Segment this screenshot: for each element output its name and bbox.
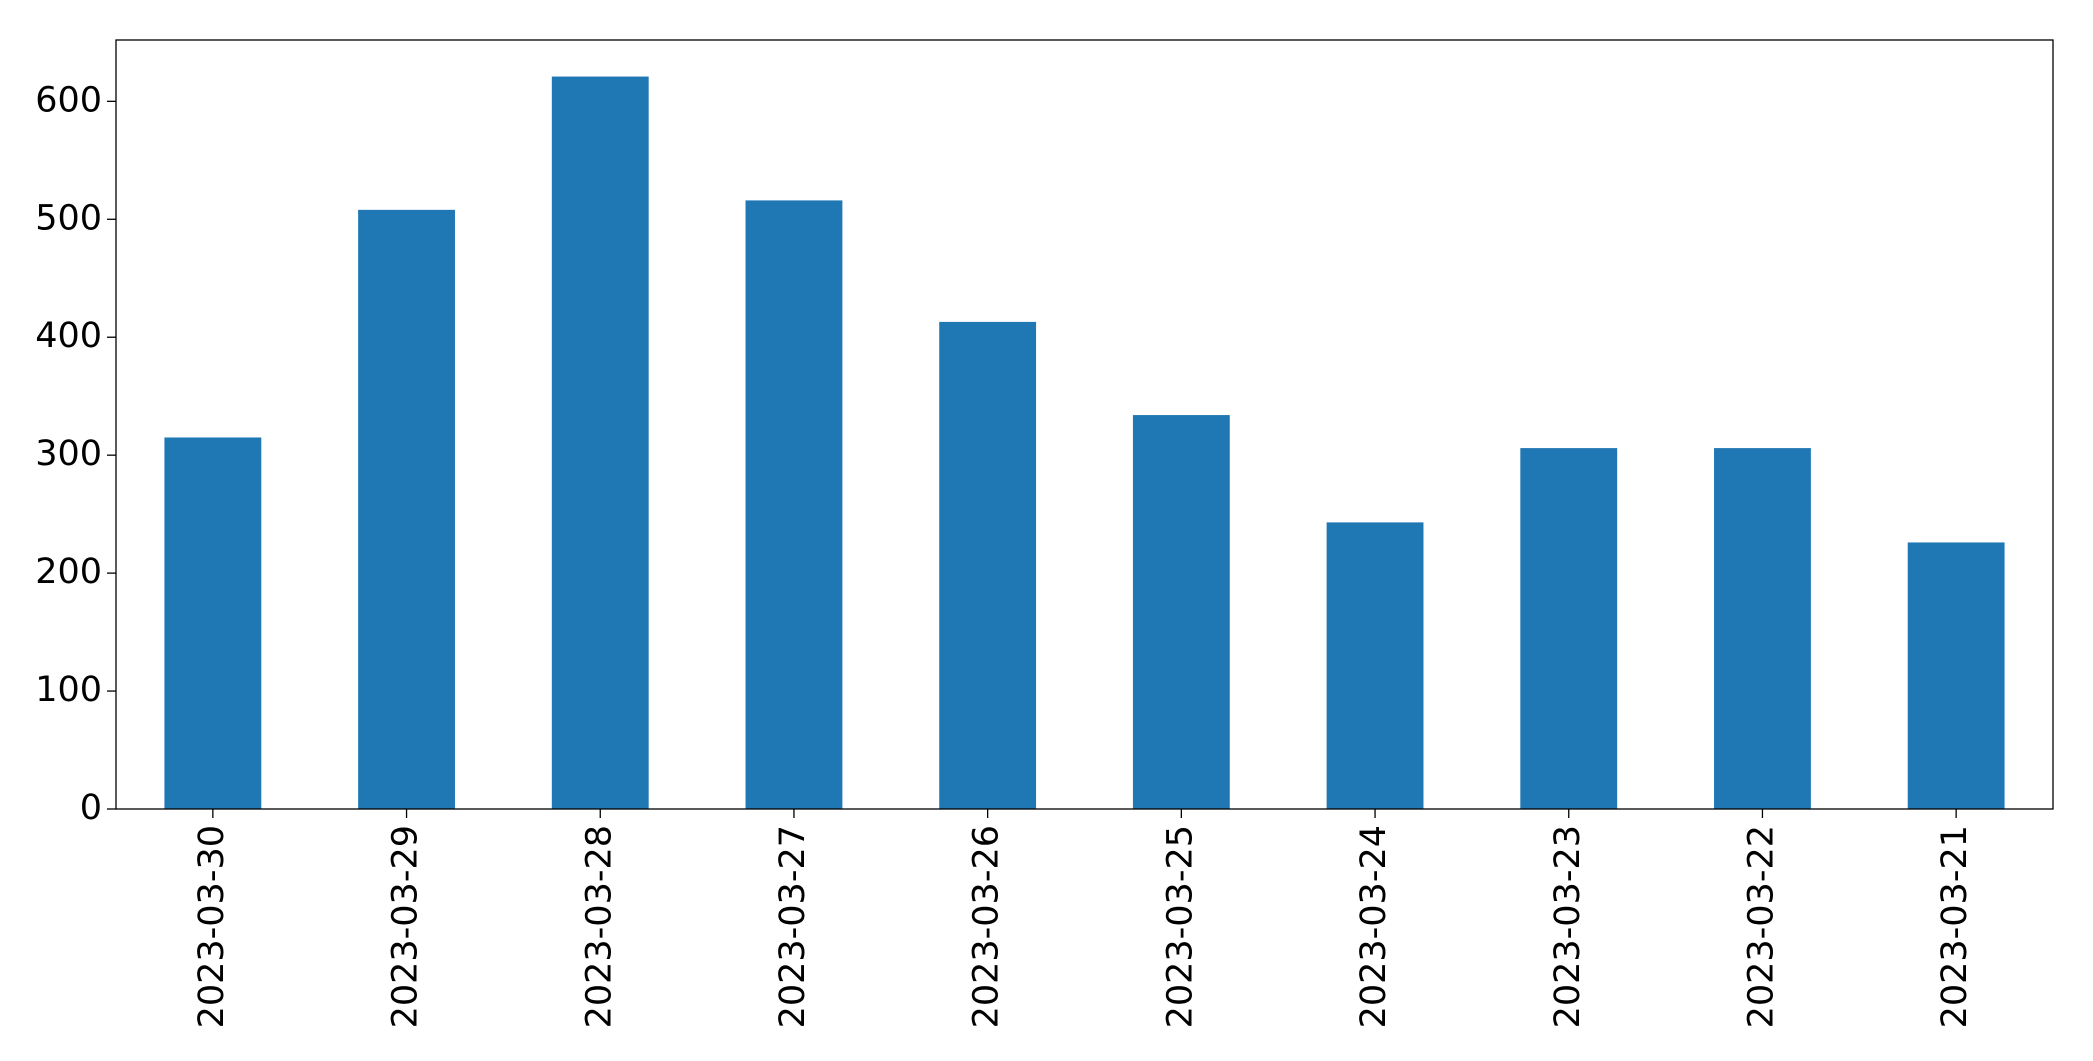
bar — [939, 321, 1037, 809]
bar — [164, 437, 262, 809]
y-tick-label: 200 — [35, 552, 102, 592]
bar — [551, 76, 649, 810]
x-tick-label: 2023-03-25 — [1160, 825, 1200, 1028]
x-tick-label: 2023-03-29 — [386, 825, 426, 1028]
x-tick-label: 2023-03-28 — [579, 825, 619, 1028]
bar — [1907, 542, 2005, 809]
bar — [1326, 522, 1424, 809]
bar — [1714, 448, 1811, 809]
x-tick-label: 2023-03-21 — [1935, 825, 1975, 1028]
y-tick-label: 600 — [35, 80, 102, 120]
bar — [1520, 448, 1618, 809]
x-tick-label: 2023-03-26 — [967, 825, 1007, 1028]
bar — [1132, 415, 1230, 809]
bar — [745, 200, 843, 809]
y-tick-label: 100 — [35, 670, 102, 710]
y-tick-label: 0 — [80, 788, 102, 828]
plot-frame — [115, 39, 2054, 810]
y-tick-label: 300 — [35, 434, 102, 474]
x-tick-label: 2023-03-24 — [1354, 825, 1394, 1028]
y-tick-label: 400 — [35, 316, 102, 356]
y-tick-label: 500 — [35, 198, 102, 238]
x-tick-label: 2023-03-22 — [1741, 825, 1781, 1028]
x-tick-label: 2023-03-23 — [1548, 825, 1588, 1028]
x-tick-label: 2023-03-30 — [192, 825, 232, 1028]
x-tick-label: 2023-03-27 — [773, 825, 813, 1028]
bar — [358, 209, 455, 810]
